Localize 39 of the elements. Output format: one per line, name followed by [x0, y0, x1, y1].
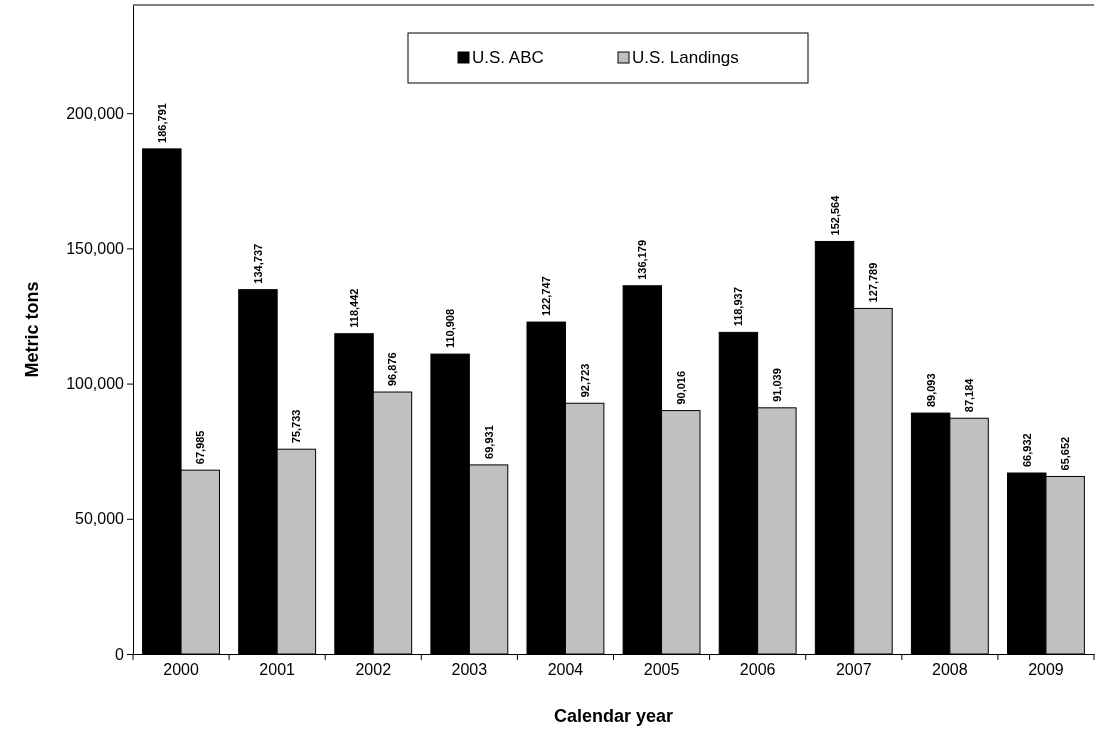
data-label: 134,737 [251, 243, 264, 284]
y-axis-title: Metric tons [22, 281, 42, 378]
data-label: 91,039 [770, 368, 783, 402]
x-axis-title: Calendar year [553, 706, 674, 726]
data-label: 89,093 [924, 373, 937, 408]
y-tick-label: 200,000 [66, 104, 125, 122]
x-tick-label: 2007 [835, 661, 872, 679]
data-label: 65,652 [1059, 436, 1072, 471]
x-tick-label: 2009 [1028, 661, 1064, 679]
x-tick-label: 2004 [547, 661, 584, 679]
data-label: 90,016 [674, 370, 687, 405]
data-label: 118,937 [732, 287, 745, 327]
x-tick-label: 2000 [163, 661, 199, 679]
x-tick-label: 2001 [259, 661, 296, 679]
data-label: 122,747 [540, 276, 553, 317]
data-label: 92,723 [578, 363, 591, 398]
y-tick-label: 0 [115, 645, 125, 663]
x-tick-label: 2003 [451, 661, 488, 679]
data-label: 96,876 [386, 352, 399, 387]
x-tick-label: 2005 [643, 661, 680, 679]
data-label: 186,791 [155, 103, 168, 143]
data-label: 75,733 [290, 409, 303, 444]
x-tick-label: 2006 [739, 661, 776, 679]
legend-label: U.S. Landings [632, 48, 739, 67]
data-label: 110,908 [444, 308, 457, 349]
data-label: 136,179 [636, 239, 649, 280]
y-tick-label: 50,000 [75, 510, 125, 528]
data-label: 87,184 [963, 377, 976, 413]
data-label: 66,932 [1020, 433, 1033, 467]
y-tick-label: 100,000 [66, 375, 125, 393]
data-label: 152,564 [828, 194, 841, 236]
x-tick-label: 2008 [932, 661, 968, 679]
data-label: 118,442 [348, 288, 361, 328]
data-label: 67,985 [194, 430, 207, 465]
data-label: 127,789 [866, 262, 879, 303]
x-tick-label: 2002 [355, 661, 392, 679]
legend-label: U.S. ABC [472, 48, 544, 67]
y-tick-label: 150,000 [66, 239, 125, 257]
data-label: 69,931 [482, 425, 495, 459]
